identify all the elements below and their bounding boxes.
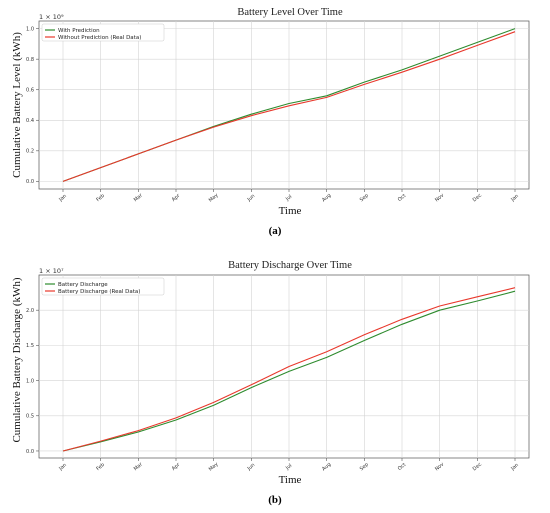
legend-label: Battery Discharge (Real Data) xyxy=(58,289,140,295)
x-tick-label: Nov xyxy=(434,193,445,204)
x-tick-label: May xyxy=(208,461,220,472)
x-tick-label: Mar xyxy=(133,192,145,203)
y-tick-label: 1.5 xyxy=(26,343,34,349)
y-tick-label: 0.8 xyxy=(26,57,34,63)
x-tick-label: Feb xyxy=(95,193,106,203)
x-tick-label: Feb xyxy=(95,462,106,472)
legend-label: Battery Discharge xyxy=(58,282,108,288)
x-tick-label: Jan xyxy=(509,193,520,203)
chart-title: Battery Level Over Time xyxy=(237,7,343,18)
battery-discharge-chart: 1 × 10⁷ Battery Discharge Over Time Time… xyxy=(11,260,530,506)
x-tick-label: Jun xyxy=(246,462,257,472)
x-tick-label: Dec xyxy=(472,461,483,472)
caption: (a) xyxy=(269,225,282,237)
x-tick-label: May xyxy=(208,192,220,203)
x-tick-label: Oct xyxy=(397,462,408,472)
series-line xyxy=(62,290,516,452)
x-tick-label: Sep xyxy=(359,462,370,473)
y-tick-label: 1.0 xyxy=(26,26,34,32)
legend-box xyxy=(41,277,165,296)
y-tick-label: 1.0 xyxy=(26,378,34,384)
legend-label: Without Prediction (Real Data) xyxy=(58,35,141,41)
x-tick-label: Aug xyxy=(321,462,332,473)
y-axis-label: Cumulative Battery Discharge (kWh) xyxy=(11,277,23,442)
x-tick-label: Sep xyxy=(359,193,370,204)
x-tick-label: Jun xyxy=(246,193,257,203)
y-axis-label: Cumulative Battery Level (kWh) xyxy=(11,32,23,178)
x-tick-label: Nov xyxy=(434,462,445,473)
y-tick-label: 0.0 xyxy=(26,179,34,185)
x-tick-label: Jan xyxy=(509,462,520,472)
y-multiplier: 1 × 10⁷ xyxy=(39,267,64,275)
chart-title: Battery Discharge Over Time xyxy=(228,260,352,271)
y-tick-label: 0.4 xyxy=(26,118,34,124)
x-tick-label: Jan xyxy=(57,193,68,203)
x-tick-label: Jan xyxy=(57,462,68,472)
legend-box xyxy=(41,23,165,42)
x-axis-label: Time xyxy=(279,474,302,486)
x-tick-label: Jul xyxy=(284,463,293,472)
x-tick-label: Apr xyxy=(171,192,182,203)
x-tick-label: Jul xyxy=(284,194,293,203)
x-tick-label: Dec xyxy=(472,192,483,203)
y-tick-label: 0.2 xyxy=(26,149,34,155)
y-tick-label: 2.0 xyxy=(26,308,34,314)
y-tick-label: 0.6 xyxy=(26,88,34,94)
legend-label: With Prediction xyxy=(58,28,100,34)
x-tick-label: Mar xyxy=(133,461,145,472)
y-tick-label: 0.0 xyxy=(26,449,34,455)
battery-level-chart: 1 × 10⁹ Battery Level Over Time Time Cum… xyxy=(11,7,530,237)
y-multiplier: 1 × 10⁹ xyxy=(39,13,64,21)
series-line xyxy=(62,287,516,452)
x-axis-label: Time xyxy=(279,205,302,217)
caption: (b) xyxy=(268,494,282,506)
x-tick-label: Oct xyxy=(397,193,408,203)
x-tick-label: Aug xyxy=(321,193,332,204)
plot-area xyxy=(38,274,530,459)
series-line xyxy=(62,31,516,182)
x-tick-label: Apr xyxy=(171,461,182,472)
y-tick-label: 0.5 xyxy=(26,414,34,420)
